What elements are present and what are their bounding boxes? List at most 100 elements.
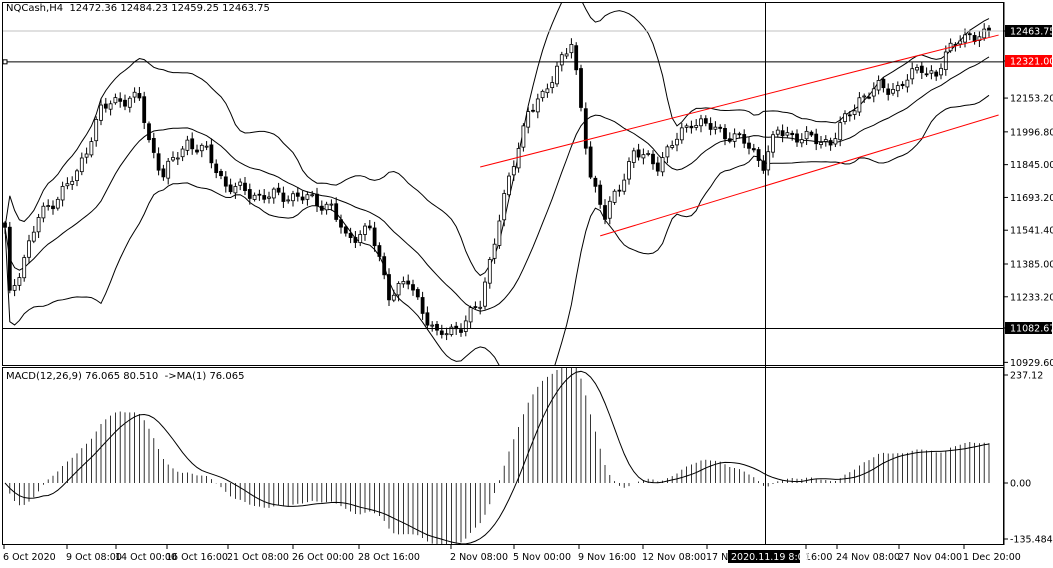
candle-body [670, 145, 675, 148]
candle-body [579, 68, 583, 108]
candle [46, 199, 51, 211]
candle-body [708, 123, 713, 130]
axis-label-bg [1005, 25, 1052, 37]
time-label: 21 Oct 08:00 [227, 552, 289, 563]
candle-body [953, 44, 958, 46]
candle [449, 324, 454, 337]
candle [123, 94, 127, 111]
candle [319, 200, 324, 215]
candle [833, 132, 838, 148]
candle [468, 305, 473, 328]
candle [243, 176, 247, 195]
candle-body [622, 179, 627, 192]
candle-body [516, 148, 521, 169]
candle [708, 117, 713, 136]
candle-body [924, 73, 929, 76]
bollinger-middle [4, 56, 990, 312]
price-axis-tick: 12153.20 [1004, 94, 1053, 105]
candle-body [262, 195, 267, 200]
price-axis-tick-text: 11541.40 [1010, 226, 1053, 237]
candle-body [7, 226, 12, 291]
candle [939, 63, 943, 80]
candle-body [209, 144, 214, 164]
candle [391, 289, 396, 303]
price-axis-tick-text: 11233.20 [1010, 292, 1053, 303]
candle [257, 189, 262, 201]
candle [804, 126, 809, 145]
candle-body [929, 70, 934, 74]
candle [358, 230, 363, 247]
time-axis-tick: 21 Oct 08:00 [227, 545, 289, 563]
candle [238, 178, 243, 191]
candle-body [843, 113, 847, 122]
candle-body [526, 111, 531, 128]
candle [190, 132, 195, 155]
candle-body [742, 134, 747, 144]
candle-body [627, 161, 631, 180]
candle [900, 81, 905, 90]
candle [291, 190, 295, 207]
candle-body [689, 125, 694, 129]
candle-body [166, 160, 171, 179]
candle-body [511, 166, 516, 176]
candle-body [300, 196, 305, 201]
candle-body [651, 153, 655, 165]
candle-body [223, 176, 228, 187]
candle-body [780, 130, 785, 137]
candle [574, 42, 579, 75]
candle-body [161, 168, 166, 178]
candle [219, 168, 223, 180]
candle-body [22, 257, 27, 279]
candle-body [214, 163, 219, 174]
candle [819, 135, 823, 149]
candle [65, 177, 70, 190]
candle [55, 196, 60, 211]
candle-body [358, 234, 363, 243]
candle [675, 132, 679, 152]
channel-trendline [480, 34, 999, 168]
axis-label-bg [1005, 55, 1052, 67]
candle-body [756, 149, 761, 161]
candle-body [372, 227, 377, 247]
price-panel-frame [2, 2, 1004, 366]
candle-body [483, 281, 487, 307]
candle [343, 224, 348, 237]
candle-body [828, 140, 833, 146]
candle [775, 126, 780, 138]
candle-body [857, 97, 862, 113]
candle [780, 124, 785, 143]
candle-body [795, 133, 799, 143]
candle [636, 143, 641, 161]
candle-body [564, 53, 569, 57]
candle [665, 144, 670, 164]
candle-body [799, 139, 804, 144]
candle-body [118, 98, 123, 102]
candle [171, 151, 175, 162]
candle-body [257, 193, 262, 196]
price-axis-tick: 11233.20 [1004, 292, 1053, 303]
candle-body [833, 138, 838, 145]
candle [478, 300, 483, 315]
candle [535, 93, 540, 119]
candle-body [377, 245, 382, 257]
candle [310, 190, 315, 198]
price-axis-tick: 11541.40 [1004, 226, 1053, 237]
channel-trendline [600, 114, 999, 237]
time-label: 6 Oct 2020 [3, 552, 56, 563]
candle-body [79, 157, 84, 173]
candle [843, 110, 847, 125]
candle [963, 28, 967, 48]
candle-body [315, 193, 319, 207]
candle-body [550, 82, 555, 89]
candle-body [852, 110, 857, 115]
crosshair-price-label: 11082.67 [1004, 322, 1053, 335]
candle [545, 83, 550, 98]
candle [958, 35, 963, 48]
time-axis-tick: 27 Nov 04:00 [898, 545, 962, 563]
candle-body [411, 284, 415, 291]
candle [286, 195, 291, 204]
candle-body [478, 306, 483, 309]
candle [737, 131, 742, 139]
